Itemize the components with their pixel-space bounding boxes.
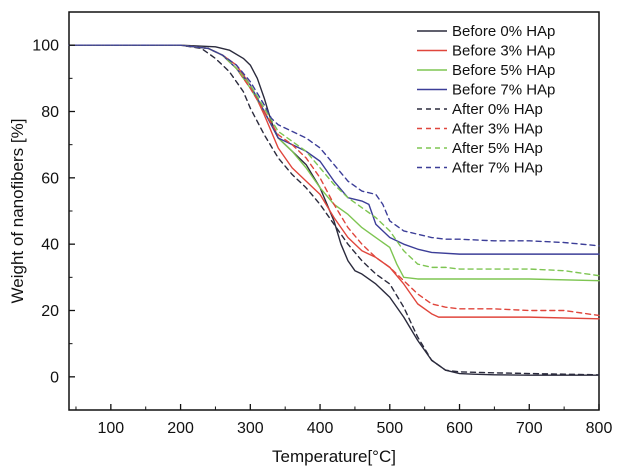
x-tick-label: 600	[446, 420, 473, 437]
x-tick-label: 800	[586, 420, 613, 437]
y-tick-label: 100	[32, 38, 59, 55]
legend-label: After 7% HAp	[452, 160, 543, 177]
y-tick-label: 40	[41, 237, 59, 254]
y-tick-label: 20	[41, 303, 59, 320]
x-tick-label: 400	[307, 420, 334, 437]
legend-label: Before 3% HAp	[452, 43, 555, 60]
legend-label: Before 7% HAp	[452, 82, 555, 99]
legend-label: After 0% HAp	[452, 101, 543, 118]
y-tick-label: 80	[41, 104, 59, 121]
legend-label: After 5% HAp	[452, 140, 543, 157]
x-tick-label: 200	[167, 420, 194, 437]
x-axis-label: Temperature[°C]	[272, 447, 396, 466]
y-tick-label: 0	[50, 369, 59, 386]
y-tick-label: 60	[41, 170, 59, 187]
legend-label: Before 5% HAp	[452, 62, 555, 79]
x-tick-label: 100	[97, 420, 124, 437]
legend-label: Before 0% HAp	[452, 23, 555, 40]
y-axis-label: Weight of nanofibers [%]	[8, 119, 27, 304]
legend-label: After 3% HAp	[452, 121, 543, 138]
x-tick-label: 700	[516, 420, 543, 437]
x-tick-label: 500	[376, 420, 403, 437]
x-tick-label: 300	[237, 420, 264, 437]
